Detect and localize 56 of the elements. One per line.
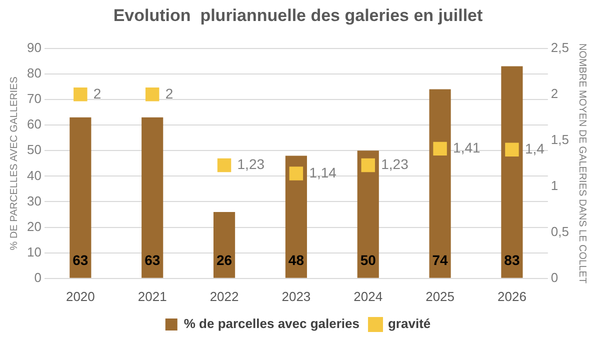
data-label: 1,41 <box>453 140 481 156</box>
data-label: 74 <box>432 252 448 268</box>
bar <box>213 212 236 278</box>
x-tick-label: 2023 <box>282 288 311 304</box>
data-label: 1,23 <box>237 156 265 172</box>
data-label: 2 <box>165 85 174 102</box>
y-tick-label: 20 <box>26 218 42 234</box>
bar <box>501 66 523 278</box>
data-label: 63 <box>144 252 160 268</box>
x-tick-label: 2021 <box>138 288 167 304</box>
y2-tick-label: 1,5 <box>550 132 570 147</box>
y-tick-label: 90 <box>26 40 42 55</box>
point <box>361 158 375 172</box>
legend-label: % de parcelles avec galeries <box>184 316 360 332</box>
bar <box>357 150 379 278</box>
y2-tick-label: 0,5 <box>550 224 570 239</box>
point <box>433 142 447 156</box>
y2-tick-label: 2 <box>550 86 558 101</box>
y-tick-label: 60 <box>26 116 42 132</box>
y-tick-label: 50 <box>26 142 42 158</box>
x-tick-label: 2026 <box>498 288 526 304</box>
x-tick-label: 2020 <box>66 288 95 304</box>
y-tick-label: 70 <box>26 91 42 106</box>
point <box>145 88 160 102</box>
bar <box>285 156 307 278</box>
point <box>289 166 304 180</box>
data-label: 1,23 <box>381 156 409 172</box>
x-tick-label: 2024 <box>354 288 383 304</box>
y-axis-title: % DE PARCELLES AVEC GALLERIES <box>8 76 20 250</box>
y-tick-label: 10 <box>26 244 42 260</box>
y2-tick-label: 0 <box>550 270 558 285</box>
bar <box>429 89 451 278</box>
bar <box>70 117 92 278</box>
y2-axis-title: NOMBRE MOYEN DE GALERIES DANS LE COLLET <box>576 43 588 284</box>
data-label: 50 <box>360 252 376 268</box>
data-label: 63 <box>72 252 88 268</box>
x-tick-label: 2022 <box>210 288 239 304</box>
chart-title: Evolution pluriannuelle des galeries en juillet <box>113 6 484 25</box>
data-label: 2 <box>93 85 102 102</box>
data-label: 26 <box>216 252 232 268</box>
x-tick-label: 2025 <box>426 288 455 304</box>
y-tick-label: 0 <box>34 270 42 285</box>
y2-tick-label: 1 <box>550 178 558 193</box>
point <box>217 158 232 172</box>
data-label: 1,14 <box>309 164 337 180</box>
y-tick-label: 80 <box>26 66 42 81</box>
data-label: 83 <box>504 252 520 268</box>
data-label: 48 <box>288 252 304 268</box>
y-tick-label: 40 <box>26 168 42 183</box>
bar <box>142 117 164 278</box>
legend-label: gravité <box>388 316 431 332</box>
y-tick-label: 30 <box>26 193 42 208</box>
data-label: 1,4 <box>524 140 545 156</box>
point <box>74 88 88 102</box>
y2-tick-label: 2,5 <box>550 40 570 55</box>
point <box>505 142 519 156</box>
